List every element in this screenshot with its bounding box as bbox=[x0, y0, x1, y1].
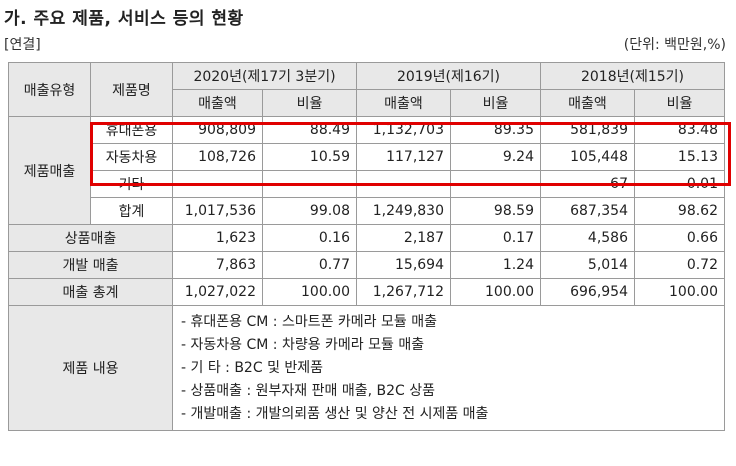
table-row: 제품매출 휴대폰용 908,809 88.49 1,132,703 89.35 … bbox=[8, 116, 725, 225]
header-ratio: 비율 bbox=[262, 89, 357, 117]
header-period-2018: 2018년(제15기) bbox=[540, 62, 725, 90]
cell-value: 0.16 bbox=[262, 224, 357, 252]
cell-value: 2,187 bbox=[356, 224, 451, 252]
row-label: 매출 총계 bbox=[8, 278, 173, 306]
header-period-2019: 2019년(제16기) bbox=[356, 62, 541, 90]
header-ratio: 비율 bbox=[634, 89, 725, 117]
cell-value: 100.00 bbox=[634, 278, 725, 306]
cell-value: 0.17 bbox=[450, 224, 541, 252]
cell-value: 0.01 bbox=[634, 170, 725, 198]
cell-value: 1,017,536 bbox=[172, 197, 263, 225]
cell-value: 99.08 bbox=[262, 197, 357, 225]
cell-value: 15.13 bbox=[634, 143, 725, 171]
cell-value: 908,809 bbox=[172, 116, 263, 144]
table-row: 자동차용 108,726 10.59 117,127 9.24 105,448 … bbox=[9, 143, 725, 171]
cell-value: 83.48 bbox=[634, 116, 725, 144]
cell-value: 1,132,703 bbox=[356, 116, 451, 144]
table-row: 제품 내용 - 휴대폰용 CM : 스마트폰 카메라 모듈 매출 - 자동차용 … bbox=[8, 305, 725, 431]
content-line: - 휴대폰용 CM : 스마트폰 카메라 모듈 매출 bbox=[181, 313, 437, 330]
cell-value: 15,694 bbox=[356, 251, 451, 279]
row-label: 개발 매출 bbox=[8, 251, 173, 279]
header-sales: 매출액 bbox=[540, 89, 635, 117]
cell-value: 1.24 bbox=[450, 251, 541, 279]
cell-value: 0.66 bbox=[634, 224, 725, 252]
cell-value: 4,586 bbox=[540, 224, 635, 252]
cell-value: - bbox=[172, 170, 263, 198]
cell-value: 108,726 bbox=[172, 143, 263, 171]
unit-label: (단위: 백만원,%) bbox=[623, 37, 726, 53]
cell-value: 581,839 bbox=[540, 116, 635, 144]
cell-value: 1,249,830 bbox=[356, 197, 451, 225]
content-line: - 개발매출 : 개발의뢰품 생산 및 양산 전 시제품 매출 bbox=[181, 405, 489, 422]
row-label: 휴대폰용 bbox=[90, 116, 173, 144]
content-line: - 기 타 : B2C 및 반제품 bbox=[181, 359, 324, 376]
table-row: 합계 1,017,536 99.08 1,249,830 98.59 687,3… bbox=[9, 197, 725, 225]
cell-value: 117,127 bbox=[356, 143, 451, 171]
cell-value: 98.62 bbox=[634, 197, 725, 225]
table-row: 기타 - - - - 67 0.01 bbox=[9, 170, 725, 198]
table-row: 상품매출 1,623 0.16 2,187 0.17 4,586 0.66 bbox=[8, 224, 725, 252]
cell-value: 67 bbox=[540, 170, 635, 198]
table-row: 개발 매출 7,863 0.77 15,694 1.24 5,014 0.72 bbox=[8, 251, 725, 279]
cell-value: 98.59 bbox=[450, 197, 541, 225]
header-sales-type: 매출유형 bbox=[8, 62, 91, 117]
cell-value: - bbox=[262, 170, 357, 198]
cell-value: 696,954 bbox=[540, 278, 635, 306]
product-sales-table: 매출유형 제품명 2020년(제17기 3분기) 2019년(제16기) 201… bbox=[8, 62, 725, 431]
header-sales: 매출액 bbox=[172, 89, 263, 117]
cell-value: 100.00 bbox=[262, 278, 357, 306]
cell-value: - bbox=[356, 170, 451, 198]
header-sales: 매출액 bbox=[356, 89, 451, 117]
group-label-product-sales: 제품매출 bbox=[8, 116, 91, 225]
row-label: 합계 bbox=[90, 197, 173, 225]
content-line: - 자동차용 CM : 차량용 카메라 모듈 매출 bbox=[181, 336, 425, 353]
product-content-cell: - 휴대폰용 CM : 스마트폰 카메라 모듈 매출 - 자동차용 CM : 차… bbox=[172, 305, 725, 431]
cell-value: 9.24 bbox=[450, 143, 541, 171]
row-label: 상품매출 bbox=[8, 224, 173, 252]
cell-value: 100.00 bbox=[450, 278, 541, 306]
cell-value: 10.59 bbox=[262, 143, 357, 171]
header-ratio: 비율 bbox=[450, 89, 541, 117]
cell-value: 0.72 bbox=[634, 251, 725, 279]
header-period-2020: 2020년(제17기 3분기) bbox=[172, 62, 357, 90]
cell-value: 88.49 bbox=[262, 116, 357, 144]
cell-value: 1,027,022 bbox=[172, 278, 263, 306]
page-title: 가. 주요 제품, 서비스 등의 현황 bbox=[4, 9, 244, 29]
cell-value: 0.77 bbox=[262, 251, 357, 279]
cell-value: 105,448 bbox=[540, 143, 635, 171]
table-row: 매출 총계 1,027,022 100.00 1,267,712 100.00 … bbox=[8, 278, 725, 306]
row-label: 자동차용 bbox=[90, 143, 173, 171]
row-label-product-content: 제품 내용 bbox=[8, 305, 173, 431]
header-product-name: 제품명 bbox=[90, 62, 173, 117]
cell-value: 7,863 bbox=[172, 251, 263, 279]
cell-value: 687,354 bbox=[540, 197, 635, 225]
content-line: - 상품매출 : 원부자재 판매 매출, B2C 상품 bbox=[181, 382, 435, 399]
cell-value: 1,623 bbox=[172, 224, 263, 252]
scope-label: [연결] bbox=[4, 37, 41, 53]
cell-value: - bbox=[450, 170, 541, 198]
cell-value: 1,267,712 bbox=[356, 278, 451, 306]
cell-value: 89.35 bbox=[450, 116, 541, 144]
cell-value: 5,014 bbox=[540, 251, 635, 279]
row-label: 기타 bbox=[90, 170, 173, 198]
